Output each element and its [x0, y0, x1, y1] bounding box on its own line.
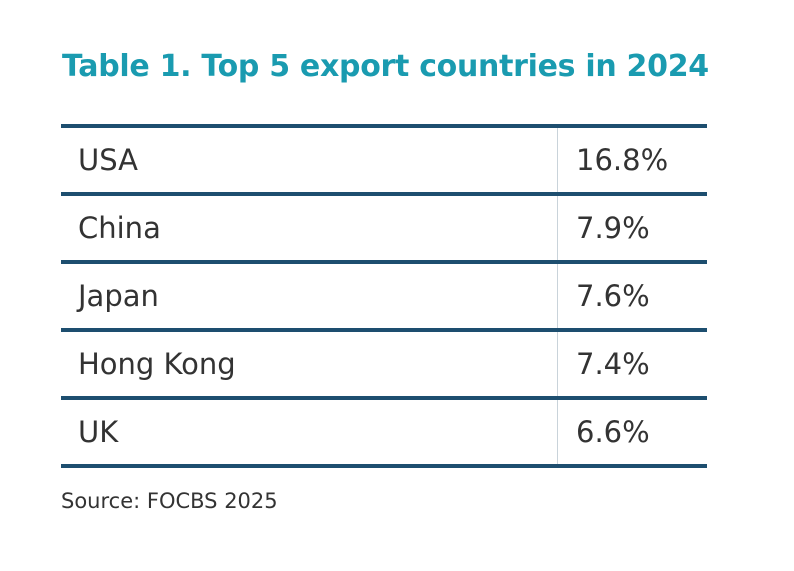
country-cell: Hong Kong — [78, 347, 236, 381]
country-cell: UK — [78, 415, 119, 449]
country-cell: China — [78, 211, 161, 245]
share-cell: 7.4% — [576, 347, 650, 381]
share-cell: 16.8% — [576, 143, 669, 177]
column-divider — [557, 196, 558, 260]
country-cell: USA — [78, 143, 139, 177]
share-cell: 7.6% — [576, 279, 650, 313]
table-row: USA 16.8% — [61, 128, 707, 196]
table-row: China 7.9% — [61, 196, 707, 264]
column-divider — [557, 128, 558, 192]
export-countries-table: USA 16.8% China 7.9% Japan 7.6% Hong Kon… — [61, 124, 707, 468]
source-note: Source: FOCBS 2025 — [61, 489, 278, 513]
table-row: UK 6.6% — [61, 400, 707, 468]
share-cell: 7.9% — [576, 211, 650, 245]
table-title: Table 1. Top 5 export countries in 2024 — [62, 49, 709, 84]
column-divider — [557, 400, 558, 464]
column-divider — [557, 332, 558, 396]
column-divider — [557, 264, 558, 328]
table-row: Japan 7.6% — [61, 264, 707, 332]
share-cell: 6.6% — [576, 415, 650, 449]
country-cell: Japan — [78, 279, 159, 313]
table-row: Hong Kong 7.4% — [61, 332, 707, 400]
